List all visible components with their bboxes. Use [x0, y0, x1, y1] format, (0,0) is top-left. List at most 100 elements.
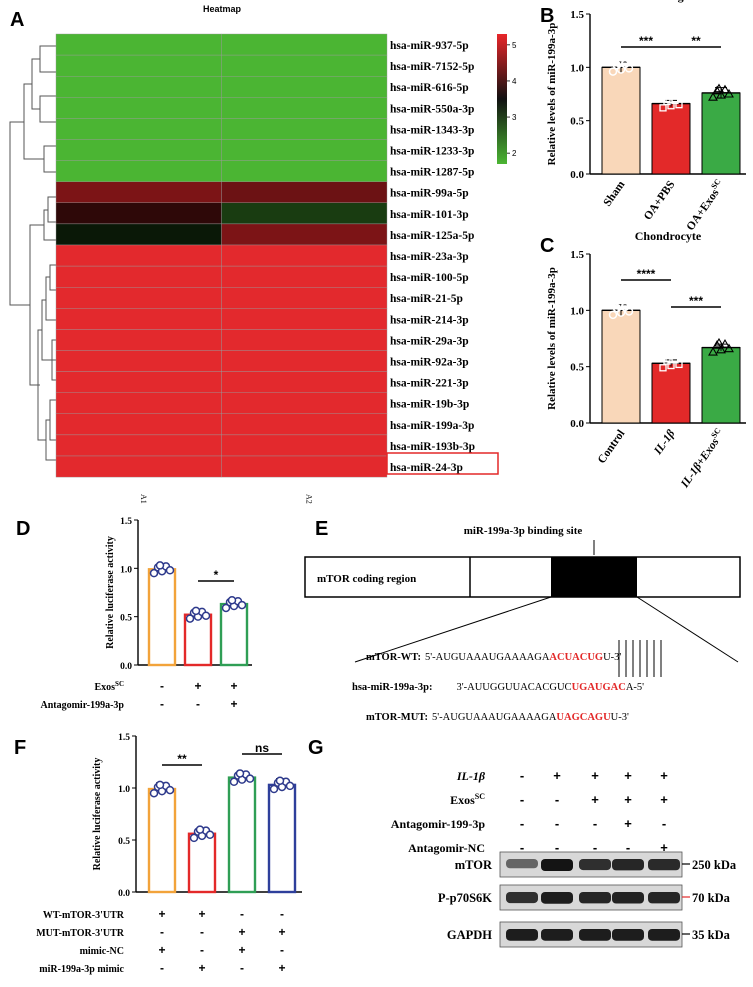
colorbar-tick-label: 4 — [512, 77, 517, 86]
highlight-box — [386, 452, 499, 475]
heatmap-row-label: hsa-miR-616-5p — [390, 82, 469, 94]
condition-mark: + — [230, 697, 237, 711]
data-point — [720, 84, 730, 94]
bar — [147, 787, 177, 894]
blot-band — [648, 859, 680, 871]
chart-d: 0.0 0.5 1.0 1.5 Relative luciferase activity… — [40, 517, 252, 711]
y-tick-label: 1.5 — [570, 249, 584, 261]
y-tick-label: 1.5 — [118, 733, 130, 743]
blot-condition-mark: + — [660, 840, 668, 855]
significance-label: *** — [689, 294, 703, 308]
blot-protein-label: P-p70S6K — [438, 891, 492, 905]
category-label: Control — [596, 428, 628, 466]
condition-mark: - — [160, 925, 164, 939]
blot-condition-label: Antagomir-199-3p — [391, 817, 486, 831]
y-tick-label: 1.0 — [570, 305, 584, 317]
heatmap-cell — [55, 350, 222, 372]
binding-site-label: miR-199a-3p binding site — [464, 525, 583, 537]
condition-mark: + — [230, 679, 237, 693]
data-point — [714, 83, 724, 93]
blot-condition-mark: + — [624, 792, 632, 807]
blot-band — [612, 859, 644, 871]
heatmap-cell — [221, 54, 388, 77]
heatmap-row-label: hsa-miR-19b-3p — [390, 399, 469, 411]
data-point — [720, 339, 730, 348]
heatmap-row-label: hsa-miR-23a-3p — [390, 251, 469, 263]
significance-label: **** — [637, 267, 656, 281]
heatmap-row-label: hsa-miR-100-5p — [390, 272, 469, 284]
blot-condition-mark: - — [520, 792, 524, 807]
blot-condition-mark: + — [624, 816, 632, 831]
panel-label-f: F — [14, 737, 26, 759]
data-point — [608, 67, 618, 76]
bar — [651, 362, 691, 424]
category-text: OA+PBS — [642, 179, 678, 223]
chart-b: 0.0 0.5 1.0 1.5 Relative levels of miR-199a-… — [546, 0, 746, 233]
data-point — [165, 785, 175, 795]
heatmap-cell — [221, 413, 388, 436]
blot-band — [648, 892, 680, 904]
bar — [651, 103, 691, 175]
colorbar-ticks: 5 4 3 2 — [507, 41, 517, 158]
heatmap-cell — [221, 75, 388, 98]
blot-band — [541, 892, 573, 904]
data-point — [663, 97, 671, 106]
heatmap-cell — [221, 33, 388, 56]
heatmap-cell — [55, 308, 222, 330]
colorbar-tick-label: 2 — [512, 149, 517, 158]
condition-mark: + — [198, 961, 205, 975]
heatmap-cell — [55, 139, 222, 161]
heatmap-cell — [55, 160, 222, 182]
data-point — [269, 784, 279, 794]
data-point — [614, 58, 624, 68]
category-text: OA+Exos — [685, 187, 722, 233]
blot-condition-mark: - — [626, 840, 630, 855]
y-tick-label: 1.0 — [118, 785, 130, 795]
data-point — [227, 595, 237, 605]
blot-band — [506, 859, 538, 869]
data-point — [608, 310, 618, 320]
heatmap-cell — [55, 265, 222, 288]
heatmap-row-label: hsa-miR-221-3p — [390, 378, 469, 390]
heatmap-cell — [221, 329, 388, 351]
heatmap-row-label: hsa-miR-7152-5p — [390, 61, 474, 73]
data-point — [675, 360, 683, 369]
heatmap-cell — [55, 434, 222, 457]
colorbar-tick-label: 5 — [512, 41, 517, 50]
heatmap-row-label: hsa-miR-101-3p — [390, 209, 469, 221]
heatmap-row-label: hsa-miR-550a-3p — [390, 103, 474, 115]
category-text: IL-1β — [652, 428, 678, 458]
category-label: IL-1β — [652, 428, 678, 458]
blot-condition-mark: - — [555, 792, 559, 807]
panel-label-d: D — [16, 518, 30, 540]
condition-mark: - — [240, 907, 244, 921]
blot-condition-mark: + — [591, 768, 599, 783]
chart-c: 0.0 0.5 1.0 1.5 Relative levels of miR-199a-… — [546, 229, 746, 491]
condition-mark: + — [158, 943, 165, 957]
heatmap-cell — [221, 392, 388, 415]
heatmap-cell — [221, 244, 388, 267]
significance-label: * — [214, 568, 219, 582]
heatmap-row-label: hsa-miR-29a-3p — [390, 335, 469, 347]
data-point — [716, 89, 726, 99]
data-point — [191, 606, 201, 616]
heatmap-row-label: hsa-miR-199a-3p — [390, 420, 474, 432]
heatmap-cell — [221, 434, 388, 457]
category-label: OA+PBS — [642, 179, 678, 223]
bar — [701, 92, 741, 175]
blot-condition-mark: - — [520, 840, 524, 855]
data-point — [201, 611, 211, 620]
heatmap-cell — [55, 118, 222, 140]
blot-condition-mark: + — [660, 768, 668, 783]
blot-band — [579, 929, 611, 941]
category-label: IL-1β+ExosSC — [676, 426, 728, 491]
colorbar-tick-label: 3 — [512, 113, 517, 122]
condition-mark: - — [240, 961, 244, 975]
heatmap-row-label: hsa-miR-125a-5p — [390, 230, 474, 242]
blot-condition-mark: + — [591, 792, 599, 807]
data-point — [221, 603, 231, 613]
y-tick-label: 1.0 — [120, 565, 132, 575]
y-tick-label: 0.5 — [570, 362, 584, 374]
condition-label: MUT-mTOR-3'UTR — [36, 928, 125, 939]
mtor-gene-box — [304, 556, 741, 598]
